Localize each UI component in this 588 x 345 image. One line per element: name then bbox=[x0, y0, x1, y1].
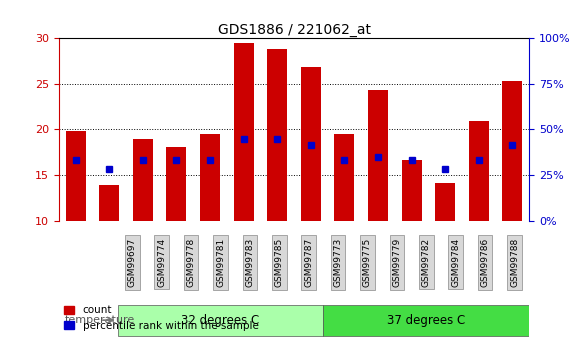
Text: GSM99782: GSM99782 bbox=[422, 238, 431, 287]
Bar bbox=[368, 90, 388, 221]
Bar bbox=[335, 134, 355, 221]
Text: GSM99788: GSM99788 bbox=[510, 238, 519, 287]
Title: GDS1886 / 221062_at: GDS1886 / 221062_at bbox=[218, 23, 370, 37]
Legend: count, percentile rank within the sample: count, percentile rank within the sample bbox=[64, 305, 259, 331]
Text: GSM99786: GSM99786 bbox=[480, 238, 490, 287]
Bar bbox=[65, 131, 86, 221]
Bar bbox=[200, 134, 220, 221]
Bar bbox=[300, 67, 321, 221]
Bar bbox=[402, 160, 422, 221]
Bar bbox=[502, 81, 523, 221]
Text: GSM99783: GSM99783 bbox=[245, 238, 255, 287]
Text: GSM99781: GSM99781 bbox=[216, 238, 225, 287]
Text: GSM99778: GSM99778 bbox=[186, 238, 196, 287]
Text: GSM99773: GSM99773 bbox=[333, 238, 343, 287]
Text: GSM99775: GSM99775 bbox=[363, 238, 372, 287]
Text: 37 degrees C: 37 degrees C bbox=[387, 314, 466, 327]
Bar bbox=[233, 42, 253, 221]
FancyBboxPatch shape bbox=[323, 305, 529, 336]
Text: GSM99779: GSM99779 bbox=[392, 238, 402, 287]
Bar bbox=[99, 185, 119, 221]
Text: GSM99697: GSM99697 bbox=[128, 238, 137, 287]
Bar bbox=[133, 139, 153, 221]
Text: GSM99787: GSM99787 bbox=[304, 238, 313, 287]
Bar bbox=[435, 183, 455, 221]
Bar bbox=[469, 121, 489, 221]
Text: GSM99784: GSM99784 bbox=[451, 238, 460, 287]
Bar bbox=[267, 49, 288, 221]
Text: temperature: temperature bbox=[65, 315, 135, 325]
FancyBboxPatch shape bbox=[118, 305, 323, 336]
Text: GSM99774: GSM99774 bbox=[157, 238, 166, 287]
Text: GSM99785: GSM99785 bbox=[275, 238, 284, 287]
Text: 32 degrees C: 32 degrees C bbox=[181, 314, 260, 327]
Bar bbox=[166, 147, 186, 221]
